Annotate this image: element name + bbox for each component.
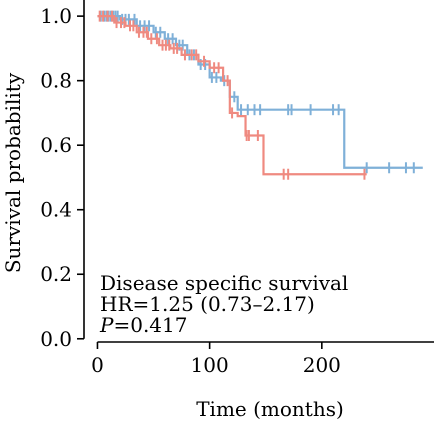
survival-curve <box>97 15 423 169</box>
y-tick-label: 0.8 <box>40 69 72 93</box>
y-tick-label: 0.0 <box>40 327 72 351</box>
axes <box>83 0 434 343</box>
annotation-p-value: =0.417 <box>113 313 187 337</box>
annotation-title: Disease specific survival <box>100 271 348 295</box>
annotation-hr: HR=1.25 (0.73–2.17) <box>100 292 315 316</box>
series-layer <box>97 10 423 180</box>
ticks: 0.0 0.2 0.4 0.6 0.8 1.0 0 100 200 <box>40 4 341 377</box>
survival-curve <box>97 15 367 176</box>
y-tick-label: 0.6 <box>40 133 72 157</box>
y-tick-label: 0.2 <box>40 262 72 286</box>
x-tick-label: 100 <box>191 353 229 377</box>
annotation-pvalue: P=0.417 <box>99 313 187 337</box>
x-tick-label: 200 <box>303 353 341 377</box>
y-tick-label: 0.4 <box>40 198 72 222</box>
annotation-p-symbol: P <box>99 313 114 337</box>
y-tick-label: 1.0 <box>40 4 72 28</box>
series-2 <box>97 10 367 180</box>
x-axis-title: Time (months) <box>196 397 344 421</box>
y-axis-title: Survival probability <box>1 72 25 273</box>
x-tick-label: 0 <box>91 353 104 377</box>
